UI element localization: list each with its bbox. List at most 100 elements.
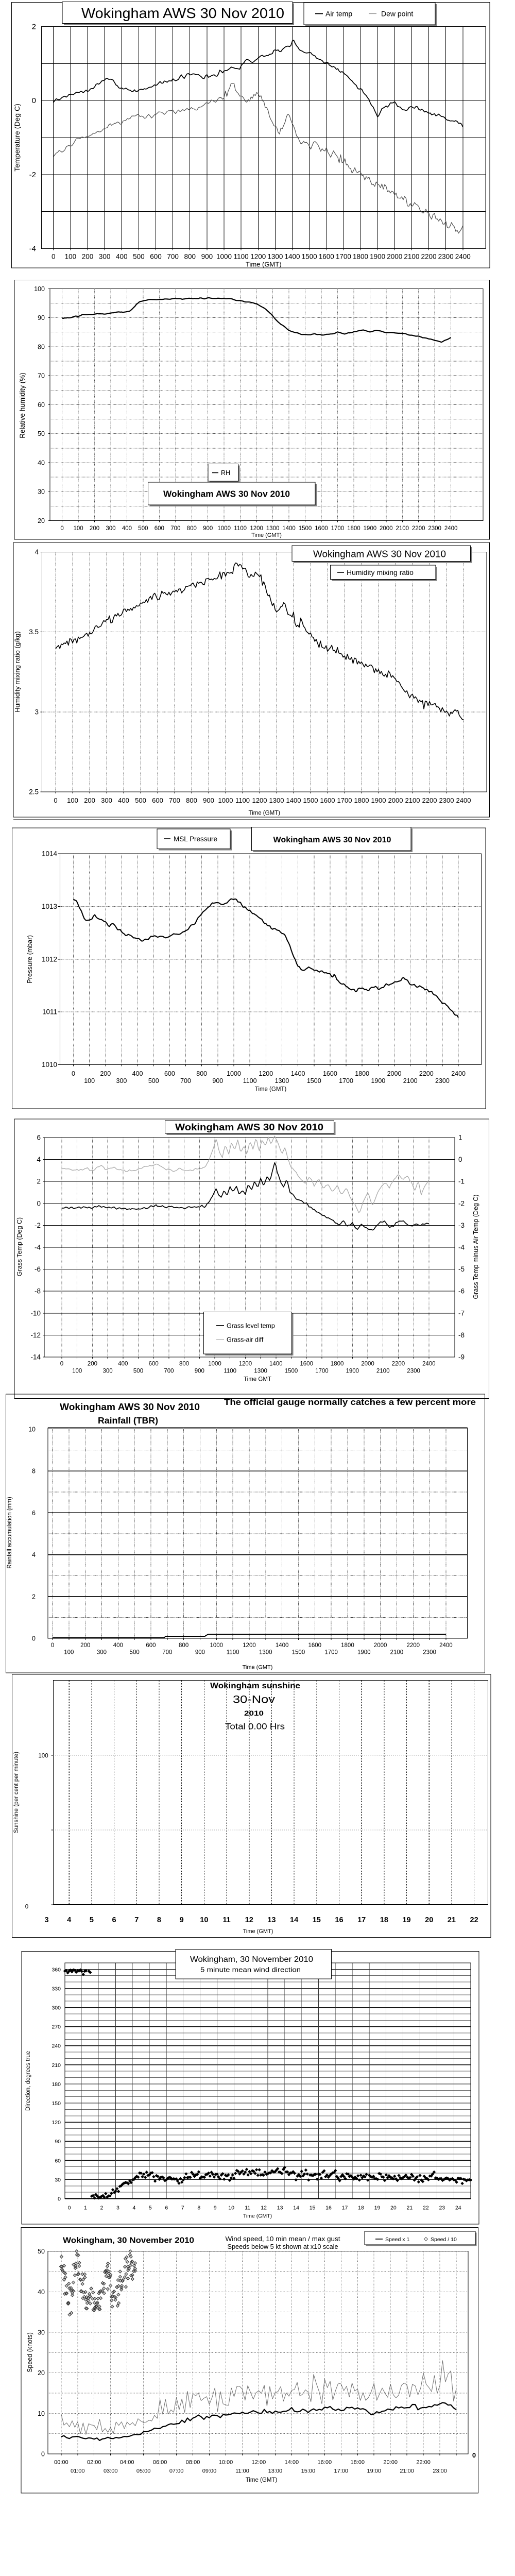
svg-text:1400: 1400 bbox=[291, 1070, 305, 1077]
svg-text:400: 400 bbox=[118, 796, 129, 804]
svg-text:1000: 1000 bbox=[218, 796, 233, 804]
svg-text:1200: 1200 bbox=[250, 526, 263, 532]
svg-text:100: 100 bbox=[73, 526, 83, 532]
svg-text:0: 0 bbox=[58, 2196, 61, 2202]
svg-text:14: 14 bbox=[293, 2205, 299, 2211]
svg-text:20: 20 bbox=[425, 1916, 433, 1924]
svg-text:-9: -9 bbox=[458, 1353, 465, 1361]
svg-text:1300: 1300 bbox=[259, 1650, 272, 1656]
svg-text:700: 700 bbox=[169, 796, 180, 804]
svg-text:100: 100 bbox=[67, 796, 78, 804]
svg-text:1700: 1700 bbox=[324, 1650, 338, 1656]
svg-text:5 minute mean wind direction: 5 minute mean wind direction bbox=[200, 1966, 301, 1974]
svg-text:1000: 1000 bbox=[216, 253, 232, 261]
svg-text:1: 1 bbox=[458, 1134, 462, 1142]
svg-text:18: 18 bbox=[380, 1916, 388, 1924]
svg-text:20:00: 20:00 bbox=[383, 2460, 398, 2466]
svg-text:13:00: 13:00 bbox=[268, 2468, 283, 2475]
svg-text:-12: -12 bbox=[30, 1331, 41, 1339]
svg-text:21:00: 21:00 bbox=[400, 2468, 414, 2475]
svg-text:90: 90 bbox=[55, 2139, 61, 2145]
svg-text:16: 16 bbox=[335, 1916, 343, 1924]
svg-text:17:00: 17:00 bbox=[334, 2468, 349, 2475]
svg-text:02:00: 02:00 bbox=[87, 2460, 101, 2466]
svg-text:15:00: 15:00 bbox=[301, 2468, 316, 2475]
svg-text:4: 4 bbox=[37, 1156, 41, 1163]
svg-text:17: 17 bbox=[357, 1916, 366, 1924]
svg-text:13: 13 bbox=[277, 2205, 283, 2211]
svg-text:03:00: 03:00 bbox=[104, 2468, 118, 2475]
svg-text:-4: -4 bbox=[35, 1244, 41, 1251]
svg-text:6: 6 bbox=[165, 2205, 168, 2211]
svg-text:1: 1 bbox=[84, 2205, 87, 2211]
svg-text:10: 10 bbox=[200, 1916, 208, 1924]
svg-text:0: 0 bbox=[60, 526, 63, 532]
svg-text:Direction, degrees true: Direction, degrees true bbox=[25, 2051, 31, 2111]
svg-text:Grass Temp (Deg C): Grass Temp (Deg C) bbox=[16, 1217, 23, 1276]
svg-text:2200: 2200 bbox=[406, 1642, 420, 1649]
svg-text:1900: 1900 bbox=[364, 526, 377, 532]
svg-text:Air temp: Air temp bbox=[325, 10, 352, 18]
svg-text:7: 7 bbox=[134, 1916, 139, 1924]
svg-text:300: 300 bbox=[97, 1650, 107, 1656]
svg-text:3.5: 3.5 bbox=[29, 628, 39, 636]
svg-text:11: 11 bbox=[222, 1916, 230, 1924]
svg-text:0: 0 bbox=[32, 96, 36, 105]
svg-text:400: 400 bbox=[113, 1642, 123, 1649]
svg-text:21: 21 bbox=[448, 1916, 456, 1924]
svg-text:1900: 1900 bbox=[371, 796, 386, 804]
svg-text:-1: -1 bbox=[458, 1178, 465, 1185]
svg-text:30-Nov: 30-Nov bbox=[233, 1694, 276, 1706]
svg-text:-6: -6 bbox=[458, 1287, 465, 1295]
svg-text:17: 17 bbox=[342, 2205, 348, 2211]
svg-text:900: 900 bbox=[203, 526, 213, 532]
svg-text:2000: 2000 bbox=[388, 796, 403, 804]
svg-text:200: 200 bbox=[88, 1361, 97, 1367]
svg-text:1600: 1600 bbox=[320, 796, 335, 804]
svg-text:12:00: 12:00 bbox=[252, 2460, 266, 2466]
svg-text:1700: 1700 bbox=[336, 253, 351, 261]
svg-text:12: 12 bbox=[261, 2205, 267, 2211]
svg-text:2400: 2400 bbox=[456, 796, 471, 804]
svg-text:500: 500 bbox=[133, 1368, 143, 1375]
svg-text:300: 300 bbox=[116, 1077, 127, 1084]
svg-text:14:00: 14:00 bbox=[285, 2460, 299, 2466]
svg-text:1200: 1200 bbox=[239, 1361, 252, 1367]
svg-text:09:00: 09:00 bbox=[202, 2468, 217, 2475]
svg-text:2200: 2200 bbox=[392, 1361, 405, 1367]
svg-text:6: 6 bbox=[37, 1134, 41, 1142]
svg-text:4: 4 bbox=[132, 2205, 135, 2211]
svg-text:500: 500 bbox=[133, 253, 145, 261]
svg-text:300: 300 bbox=[106, 526, 115, 532]
svg-text:-8: -8 bbox=[35, 1287, 41, 1295]
svg-text:04:00: 04:00 bbox=[120, 2460, 134, 2466]
svg-text:2100: 2100 bbox=[404, 253, 419, 261]
svg-text:0: 0 bbox=[54, 796, 57, 804]
svg-text:0: 0 bbox=[458, 1156, 462, 1163]
svg-text:06:00: 06:00 bbox=[153, 2460, 167, 2466]
svg-text:Time (GMT): Time (GMT) bbox=[243, 2213, 272, 2219]
svg-text:1500: 1500 bbox=[303, 796, 318, 804]
svg-text:800: 800 bbox=[179, 1361, 189, 1367]
svg-text:1300: 1300 bbox=[275, 1077, 289, 1084]
svg-text:1700: 1700 bbox=[315, 1368, 329, 1375]
svg-text:1000: 1000 bbox=[208, 1361, 221, 1367]
svg-text:Speed (knots): Speed (knots) bbox=[26, 2332, 33, 2372]
svg-text:2200: 2200 bbox=[419, 1070, 434, 1077]
svg-text:Wokingham, 30 November 2010: Wokingham, 30 November 2010 bbox=[63, 2236, 194, 2245]
svg-text:-4: -4 bbox=[458, 1244, 465, 1251]
svg-text:-10: -10 bbox=[30, 1309, 41, 1317]
svg-text:700: 700 bbox=[164, 1368, 174, 1375]
svg-text:100: 100 bbox=[34, 285, 45, 293]
svg-text:0: 0 bbox=[32, 1635, 36, 1642]
svg-text:900: 900 bbox=[195, 1368, 204, 1375]
svg-text:200: 200 bbox=[84, 796, 95, 804]
svg-text:2100: 2100 bbox=[403, 1077, 418, 1084]
svg-text:Rainfall (TBR): Rainfall (TBR) bbox=[98, 1415, 158, 1426]
svg-text:500: 500 bbox=[130, 1650, 140, 1656]
svg-text:1014: 1014 bbox=[42, 850, 58, 858]
svg-text:-7: -7 bbox=[458, 1309, 465, 1317]
svg-text:100: 100 bbox=[72, 1368, 82, 1375]
svg-text:-6: -6 bbox=[35, 1265, 41, 1273]
svg-text:1500: 1500 bbox=[302, 253, 317, 261]
